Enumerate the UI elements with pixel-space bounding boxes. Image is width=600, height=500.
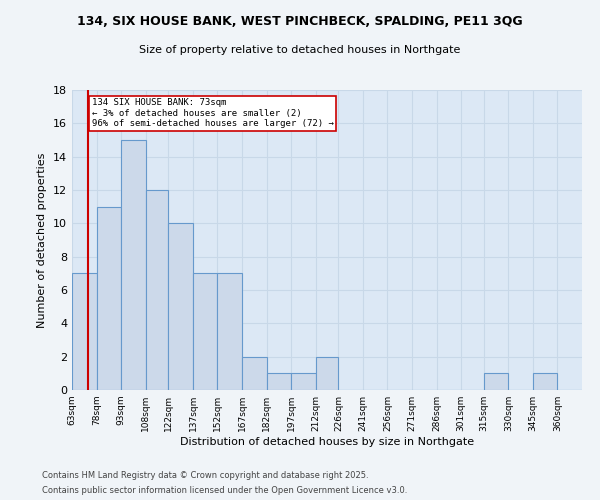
Bar (193, 274, 217, 390)
Text: Contains public sector information licensed under the Open Government Licence v3: Contains public sector information licen… (42, 486, 407, 495)
Bar (121, 140, 146, 390)
Y-axis label: Number of detached properties: Number of detached properties (37, 152, 47, 328)
Bar (291, 374, 316, 390)
Bar (316, 356, 338, 390)
Bar (266, 374, 291, 390)
Bar (72, 274, 97, 390)
Text: 134, SIX HOUSE BANK, WEST PINCHBECK, SPALDING, PE11 3QG: 134, SIX HOUSE BANK, WEST PINCHBECK, SPA… (77, 15, 523, 28)
Bar (146, 190, 169, 390)
Bar (169, 224, 193, 390)
Bar (242, 356, 266, 390)
Bar (484, 374, 508, 390)
Bar (217, 274, 242, 390)
Bar (533, 374, 557, 390)
Text: 134 SIX HOUSE BANK: 73sqm
← 3% of detached houses are smaller (2)
96% of semi-de: 134 SIX HOUSE BANK: 73sqm ← 3% of detach… (92, 98, 334, 128)
Text: Size of property relative to detached houses in Northgate: Size of property relative to detached ho… (139, 45, 461, 55)
Bar (97, 206, 121, 390)
X-axis label: Distribution of detached houses by size in Northgate: Distribution of detached houses by size … (180, 437, 474, 447)
Text: Contains HM Land Registry data © Crown copyright and database right 2025.: Contains HM Land Registry data © Crown c… (42, 471, 368, 480)
